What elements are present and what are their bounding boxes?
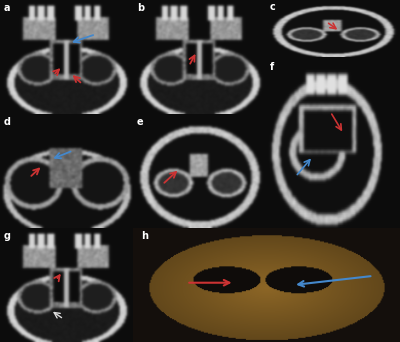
Text: c: c — [270, 2, 276, 12]
Text: e: e — [137, 117, 144, 128]
Text: g: g — [4, 232, 11, 241]
Text: f: f — [270, 62, 274, 72]
Text: a: a — [4, 3, 10, 13]
Text: d: d — [4, 117, 11, 128]
Text: b: b — [137, 3, 144, 13]
Text: h: h — [141, 232, 148, 241]
